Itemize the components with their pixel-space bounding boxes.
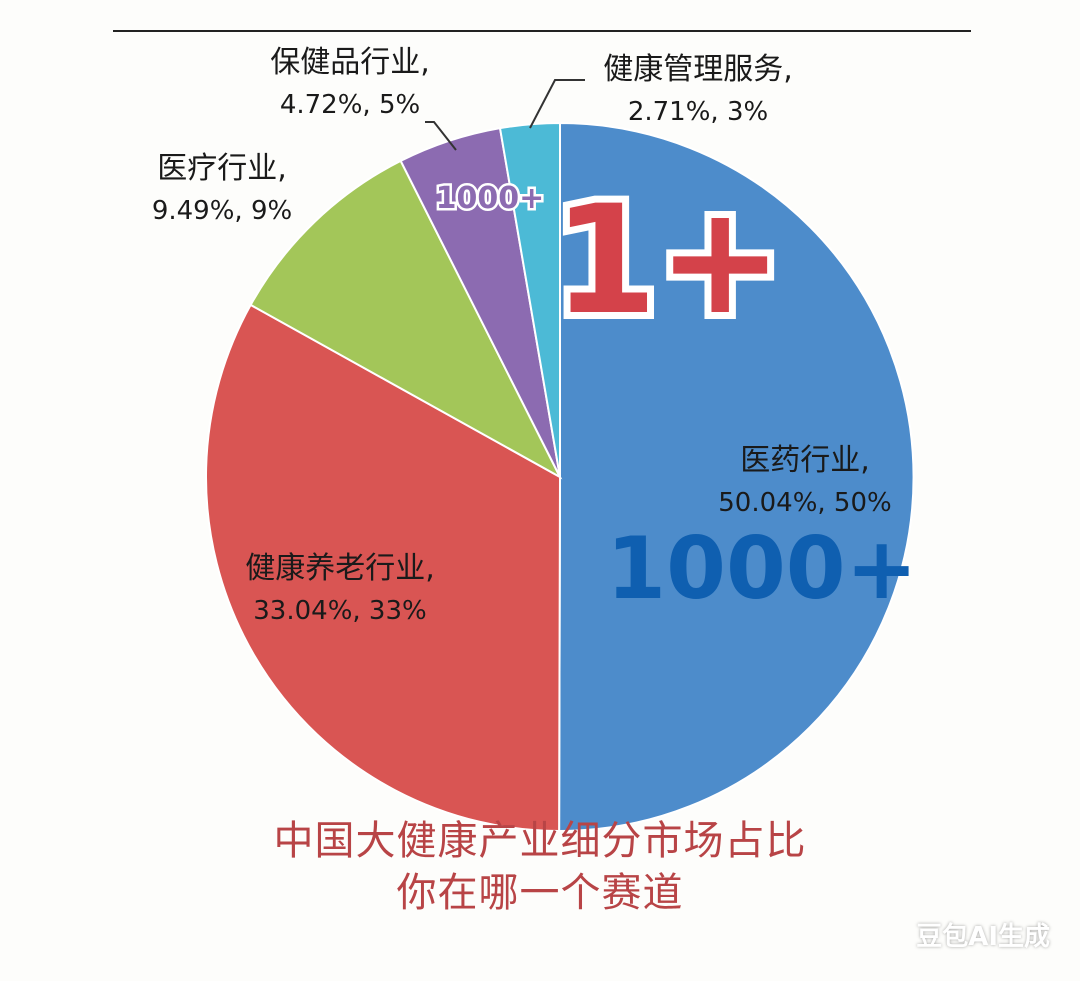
- slice-pct-label-4: 2.71%, 3%: [628, 97, 768, 127]
- annotation-one-plus: 1+: [553, 174, 783, 348]
- pie-slice-0: [558, 121, 915, 833]
- slice-pct-label-2: 9.49%, 9%: [152, 196, 292, 226]
- leader-line-4: [529, 79, 585, 129]
- slice-label-4: 健康管理服务,: [603, 52, 793, 87]
- slice-label-0: 医药行业,: [740, 443, 870, 478]
- chart-title-line2: 你在哪一个赛道: [396, 870, 684, 916]
- top-rule: [113, 30, 971, 32]
- watermark: 豆包AI生成: [916, 922, 1050, 952]
- slice-pct-label-0: 50.04%, 50%: [718, 488, 891, 518]
- pie-slice-1: [205, 303, 562, 833]
- annotation-1000-plus-large: 1000+: [606, 519, 917, 619]
- pie-slice-2: [249, 159, 563, 480]
- slice-pct-label-1: 33.04%, 33%: [253, 596, 426, 626]
- slice-label-1: 健康养老行业,: [245, 551, 435, 586]
- annotation-1000-plus-small: 1000+: [436, 181, 545, 216]
- slice-pct-label-3: 4.72%, 5%: [280, 90, 420, 120]
- chart-title-line1: 中国大健康产业细分市场占比: [273, 818, 807, 864]
- slice-label-3: 保健品行业,: [270, 45, 430, 80]
- pie-slice-4: [498, 121, 561, 478]
- slice-label-2: 医疗行业,: [157, 151, 287, 186]
- leader-line-3: [425, 121, 457, 151]
